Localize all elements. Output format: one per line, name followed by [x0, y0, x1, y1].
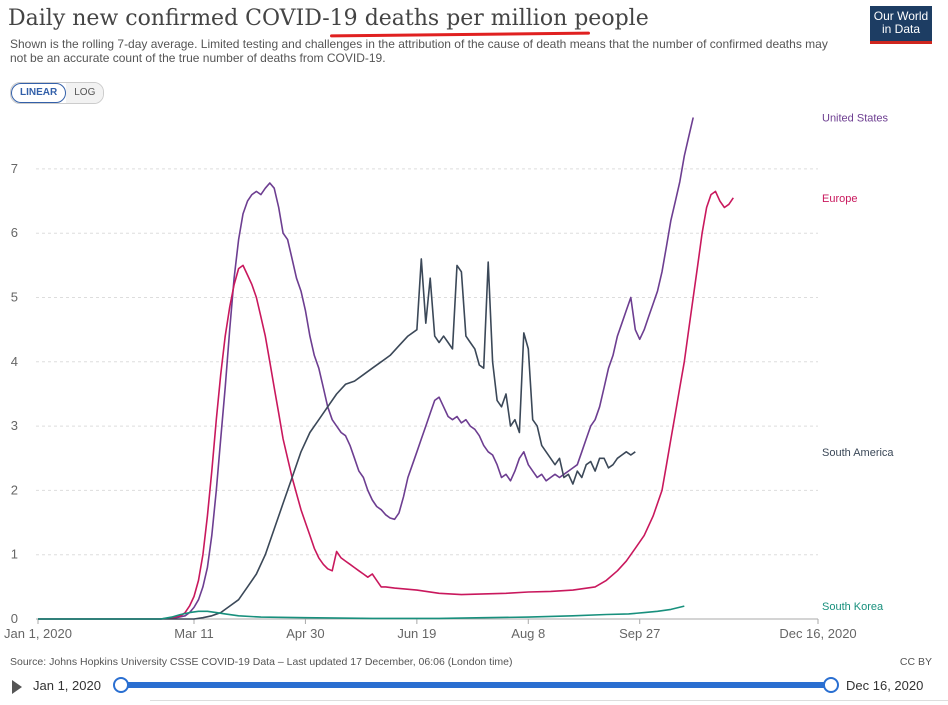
y-tick-label: 0	[11, 611, 18, 626]
series-line	[38, 117, 694, 620]
series-line	[38, 190, 734, 620]
x-tick-label: Sep 27	[619, 626, 660, 641]
y-tick-label: 2	[11, 482, 18, 497]
log-scale-button[interactable]: LOG	[66, 83, 104, 103]
timeline-slider: Jan 1, 2020 Dec 16, 2020	[0, 676, 948, 698]
y-tick-label: 6	[11, 225, 18, 240]
scale-toggle: LINEAR LOG	[10, 82, 105, 104]
timeline-end-handle[interactable]	[823, 677, 839, 693]
divider	[150, 700, 948, 701]
x-tick-label: Dec 16, 2020	[779, 626, 856, 641]
chart-title: Daily new confirmed COVID-19 deaths per …	[8, 6, 649, 31]
owid-logo[interactable]: Our World in Data	[870, 6, 932, 44]
y-tick-label: 3	[11, 418, 18, 433]
y-tick-label: 4	[11, 354, 18, 369]
chart-title-emphasis: deaths per million people	[364, 6, 649, 31]
series-label: South America	[822, 447, 894, 459]
series-label: South Korea	[822, 601, 884, 613]
series-line	[38, 258, 636, 620]
logo-accent-bar	[870, 41, 932, 44]
y-tick-label: 7	[11, 161, 18, 176]
timeline-start-label: Jan 1, 2020	[33, 678, 101, 693]
x-tick-label: Apr 30	[286, 626, 324, 641]
source-note: Source: Johns Hopkins University CSSE CO…	[10, 656, 513, 668]
x-tick-label: Jun 19	[397, 626, 436, 641]
timeline-start-handle[interactable]	[113, 677, 129, 693]
timeline-track[interactable]	[120, 682, 832, 688]
y-tick-label: 1	[11, 547, 18, 562]
chart-title-plain: Daily new confirmed COVID-19	[8, 6, 365, 31]
timeline-end-label: Dec 16, 2020	[846, 678, 924, 693]
x-tick-label: Mar 11	[174, 626, 214, 641]
play-icon[interactable]	[12, 680, 22, 694]
x-tick-label: Jan 1, 2020	[4, 626, 72, 641]
linear-scale-button[interactable]: LINEAR	[11, 83, 67, 103]
chart-subtitle: Shown is the rolling 7-day average. Limi…	[10, 37, 828, 65]
series-label: United States	[822, 112, 889, 124]
y-tick-label: 5	[11, 290, 18, 305]
logo-line-1: Our World	[873, 9, 929, 23]
license-link[interactable]: CC BY	[899, 656, 932, 668]
series-line	[38, 605, 685, 620]
line-chart: 0 1 2 3 4 5 6 7 Jan 1, 2020 Mar 11 Apr 30 Jun 19 Aug…	[4, 112, 894, 641]
series-label: Europe	[822, 193, 857, 205]
x-tick-label: Aug 8	[511, 626, 545, 641]
logo-line-2: in Data	[881, 22, 921, 36]
